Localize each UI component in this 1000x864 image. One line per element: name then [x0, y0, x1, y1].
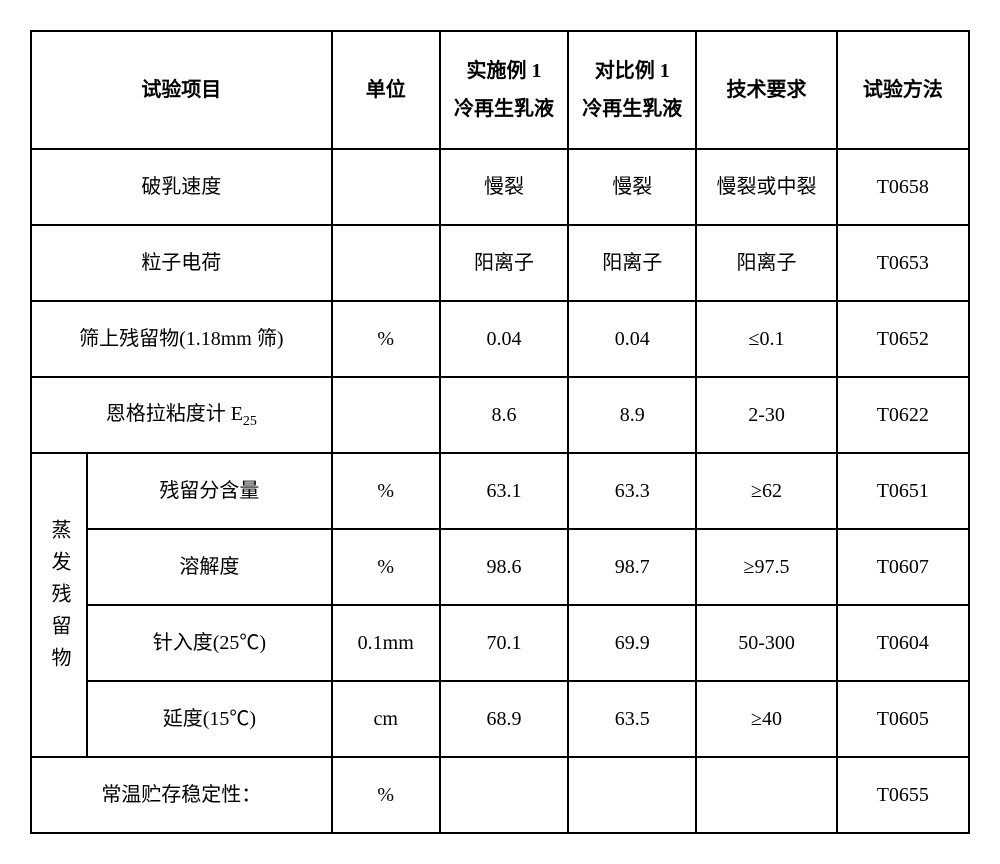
- cell-ex1: 63.1: [440, 453, 568, 529]
- cell-ex2: 63.5: [568, 681, 696, 757]
- cell-method: T0651: [837, 453, 969, 529]
- cell-req: ≥97.5: [696, 529, 836, 605]
- table-row: 粒子电荷 阳离子 阳离子 阳离子 T0653: [31, 225, 969, 301]
- cell-ex1: 98.6: [440, 529, 568, 605]
- cell-req: ≥62: [696, 453, 836, 529]
- cell-req: ≥40: [696, 681, 836, 757]
- group-label-text: 蒸发残留物: [40, 519, 78, 679]
- table-row: 常温贮存稳定性： % T0655: [31, 757, 969, 833]
- table-row: 蒸发残留物 残留分含量 % 63.1 63.3 ≥62 T0651: [31, 453, 969, 529]
- cell-item: 筛上残留物(1.18mm 筛): [31, 301, 332, 377]
- cell-ex1: 阳离子: [440, 225, 568, 301]
- cell-unit: %: [332, 529, 440, 605]
- cell-req: [696, 757, 836, 833]
- cell-item: 恩格拉粘度计 E25: [31, 377, 332, 453]
- cell-unit: %: [332, 301, 440, 377]
- cell-req: 阳离子: [696, 225, 836, 301]
- cell-ex1: 8.6: [440, 377, 568, 453]
- cell-item: 针入度(25℃): [87, 605, 332, 681]
- cell-method: T0607: [837, 529, 969, 605]
- cell-item-sub: 25: [243, 414, 257, 429]
- col-ex1-line1: 实施例 1: [466, 60, 541, 82]
- cell-item: 常温贮存稳定性：: [31, 757, 332, 833]
- cell-req: 2-30: [696, 377, 836, 453]
- table-row: 延度(15℃) cm 68.9 63.5 ≥40 T0605: [31, 681, 969, 757]
- cell-ex2: [568, 757, 696, 833]
- cell-group-label: 蒸发残留物: [31, 453, 87, 757]
- cell-method: T0658: [837, 149, 969, 225]
- cell-ex2: 69.9: [568, 605, 696, 681]
- cell-unit: [332, 225, 440, 301]
- cell-unit: [332, 149, 440, 225]
- cell-item: 残留分含量: [87, 453, 332, 529]
- cell-req: 50-300: [696, 605, 836, 681]
- col-unit: 单位: [332, 31, 440, 149]
- cell-unit: [332, 377, 440, 453]
- cell-unit: 0.1mm: [332, 605, 440, 681]
- cell-item: 溶解度: [87, 529, 332, 605]
- col-ex2: 对比例 1 冷再生乳液: [568, 31, 696, 149]
- col-ex2-line2: 冷再生乳液: [582, 98, 682, 120]
- col-item: 试验项目: [31, 31, 332, 149]
- cell-item: 延度(15℃): [87, 681, 332, 757]
- cell-item-text: 恩格拉粘度计 E: [106, 403, 243, 425]
- cell-item: 破乳速度: [31, 149, 332, 225]
- cell-req: 慢裂或中裂: [696, 149, 836, 225]
- cell-method: T0653: [837, 225, 969, 301]
- table-row: 恩格拉粘度计 E25 8.6 8.9 2-30 T0622: [31, 377, 969, 453]
- cell-ex2: 阳离子: [568, 225, 696, 301]
- cell-ex1: 68.9: [440, 681, 568, 757]
- table-row: 破乳速度 慢裂 慢裂 慢裂或中裂 T0658: [31, 149, 969, 225]
- cell-ex2: 98.7: [568, 529, 696, 605]
- cell-method: T0605: [837, 681, 969, 757]
- cell-ex1: 70.1: [440, 605, 568, 681]
- cell-method: T0622: [837, 377, 969, 453]
- col-ex1-line2: 冷再生乳液: [454, 98, 554, 120]
- cell-ex1: 慢裂: [440, 149, 568, 225]
- table-header-row: 试验项目 单位 实施例 1 冷再生乳液 对比例 1 冷再生乳液 技术要求 试验方…: [31, 31, 969, 149]
- table-row: 筛上残留物(1.18mm 筛) % 0.04 0.04 ≤0.1 T0652: [31, 301, 969, 377]
- cell-ex2: 63.3: [568, 453, 696, 529]
- cell-ex2: 0.04: [568, 301, 696, 377]
- cell-method: T0652: [837, 301, 969, 377]
- cell-ex1: 0.04: [440, 301, 568, 377]
- cell-unit: %: [332, 453, 440, 529]
- cell-item: 粒子电荷: [31, 225, 332, 301]
- table-row: 溶解度 % 98.6 98.7 ≥97.5 T0607: [31, 529, 969, 605]
- cell-ex1: [440, 757, 568, 833]
- col-req: 技术要求: [696, 31, 836, 149]
- cell-unit: %: [332, 757, 440, 833]
- cell-method: T0604: [837, 605, 969, 681]
- cell-req: ≤0.1: [696, 301, 836, 377]
- col-ex2-line1: 对比例 1: [595, 60, 670, 82]
- cell-ex2: 8.9: [568, 377, 696, 453]
- table-row: 针入度(25℃) 0.1mm 70.1 69.9 50-300 T0604: [31, 605, 969, 681]
- col-ex1: 实施例 1 冷再生乳液: [440, 31, 568, 149]
- col-method: 试验方法: [837, 31, 969, 149]
- cell-unit: cm: [332, 681, 440, 757]
- cell-method: T0655: [837, 757, 969, 833]
- cell-ex2: 慢裂: [568, 149, 696, 225]
- spec-table: 试验项目 单位 实施例 1 冷再生乳液 对比例 1 冷再生乳液 技术要求 试验方…: [30, 30, 970, 834]
